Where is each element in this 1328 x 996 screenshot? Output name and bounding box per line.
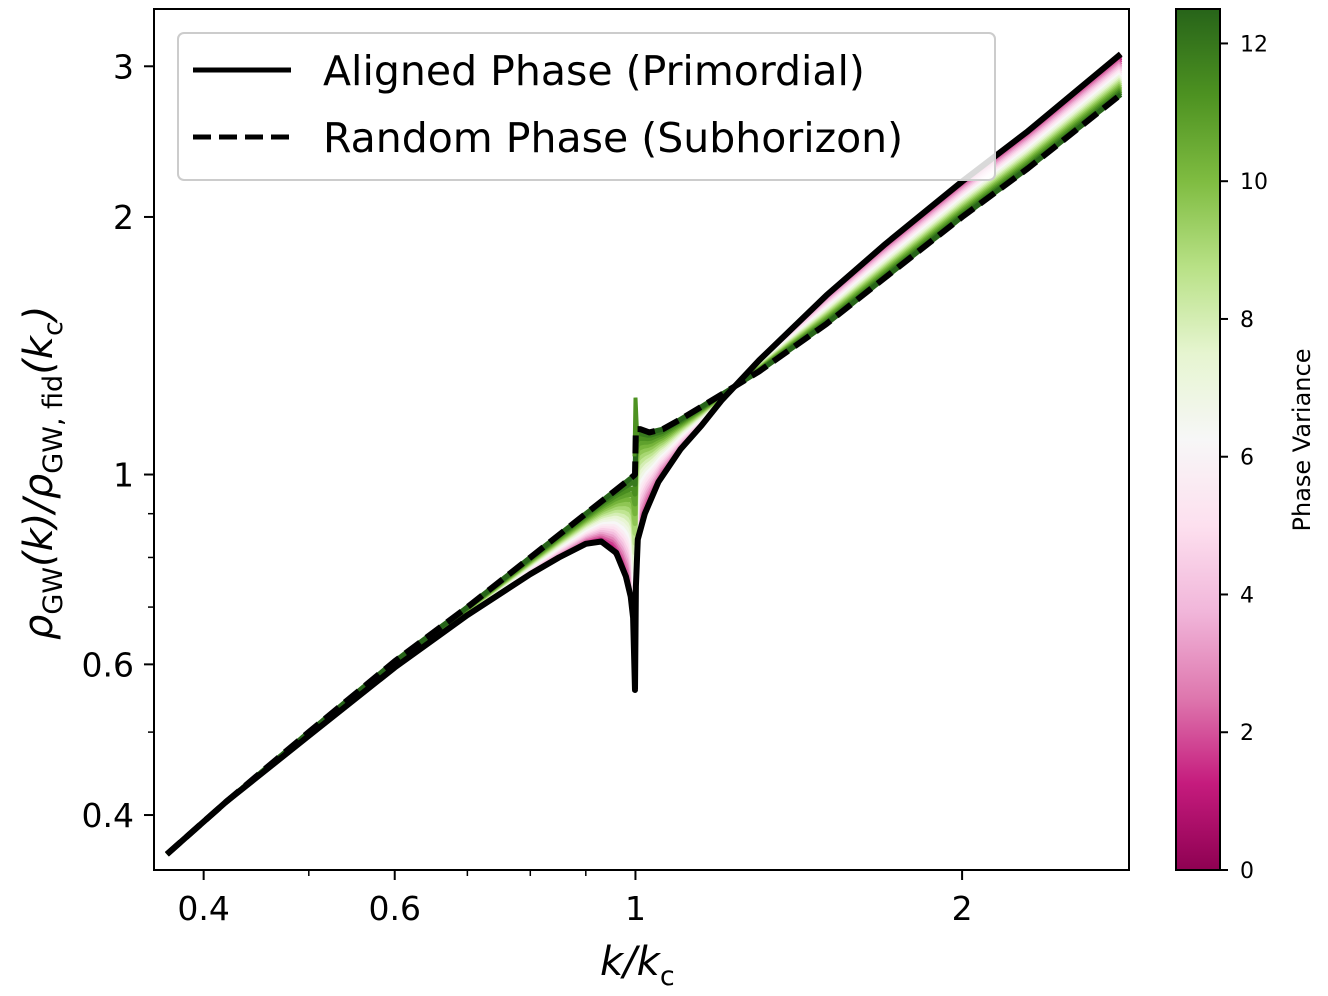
y-tick-label: 2 — [113, 198, 134, 237]
y-tick-label: 1 — [113, 456, 134, 495]
x-tick-label: 0.4 — [177, 889, 229, 928]
colorbar-ticks: 0 2 4 6 8 10 12 — [1220, 32, 1268, 884]
y-tick-label: 3 — [113, 47, 134, 86]
colorbar-tick-label: 6 — [1240, 446, 1254, 471]
colorbar-tick-label: 0 — [1240, 859, 1254, 884]
x-tick-label: 1 — [625, 889, 646, 928]
colorbar-tick-label: 4 — [1240, 583, 1254, 608]
plot-area: 0.4 0.6 1 2 0.4 0.6 1 2 3 — [82, 8, 1130, 928]
random-phase-line — [164, 92, 1123, 857]
y-axis-label: ρGW(k)/ρGW, fid(kc) — [16, 306, 69, 640]
y-axis-ticks: 0.4 0.6 1 2 3 — [82, 47, 154, 835]
y-tick-label: 0.4 — [82, 796, 134, 835]
legend-box — [177, 32, 996, 181]
x-axis-label: k/kc — [600, 939, 675, 992]
y-tick-label: 0.6 — [82, 645, 134, 684]
colorbar-bar — [1175, 8, 1221, 871]
legend-label-aligned: Aligned Phase (Primordial) — [323, 47, 865, 95]
series-lines — [164, 51, 1123, 857]
colorbar-tick-label: 10 — [1240, 170, 1268, 195]
legend: Aligned Phase (Primordial) Random Phase … — [177, 32, 996, 181]
x-tick-label: 2 — [952, 889, 973, 928]
x-axis-ticks: 0.4 0.6 1 2 — [177, 870, 973, 928]
legend-label-random: Random Phase (Subhorizon) — [323, 114, 903, 162]
colorbar-tick-label: 8 — [1240, 308, 1254, 333]
colorbar-label: Phase Variance — [1288, 349, 1316, 532]
colorbar-tick-label: 2 — [1240, 721, 1254, 746]
aligned-phase-line — [164, 51, 1123, 857]
colorbar: 0 2 4 6 8 10 12 Phase Variance — [1175, 8, 1316, 884]
colorbar-tick-label: 12 — [1240, 32, 1268, 57]
plot-frame — [153, 8, 1130, 871]
x-tick-label: 0.6 — [368, 889, 420, 928]
